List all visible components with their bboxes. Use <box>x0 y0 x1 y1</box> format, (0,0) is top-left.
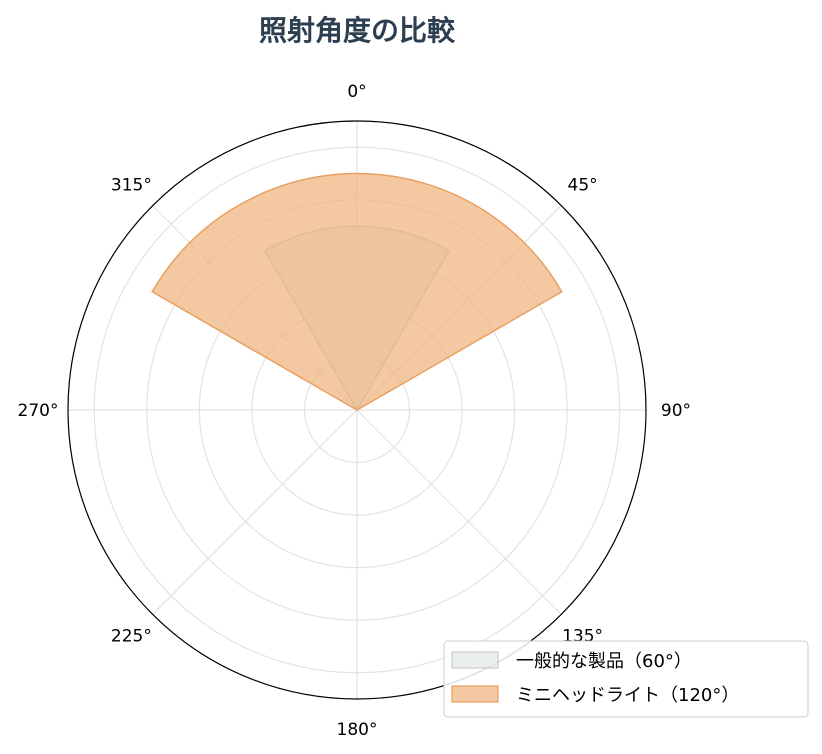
grid-spoke-5 <box>152 409 358 615</box>
theta-tick-label-1: 45° <box>568 175 598 195</box>
series-layer <box>151 172 563 412</box>
legend-swatch-general-product <box>451 651 499 669</box>
legend-label-mini-headlight: ミニヘッドライト（120°） <box>516 685 739 706</box>
legend: 一般的な製品（60°） ミニヘッドライト（120°） <box>443 640 809 718</box>
legend-label-general-product: 一般的な製品（60°） <box>516 651 692 672</box>
legend-box <box>443 640 809 718</box>
theta-tick-label-2: 90° <box>661 401 691 421</box>
theta-tick-label-5: 225° <box>111 627 152 647</box>
theta-tick-label-0: 0° <box>347 82 366 102</box>
grid-spoke-3 <box>356 409 562 615</box>
chart-title: 照射角度の比較 <box>259 14 456 47</box>
sector-mini-headlight <box>151 172 563 411</box>
outer-boundary-circle <box>67 120 647 700</box>
theta-tick-label-7: 315° <box>111 175 152 195</box>
theta-tick-label-6: 270° <box>18 401 59 421</box>
theta-tick-label-4: 180° <box>337 720 378 740</box>
legend-swatch-mini-headlight <box>451 685 499 703</box>
